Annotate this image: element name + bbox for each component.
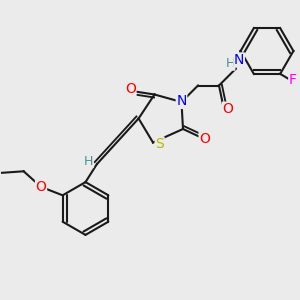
Text: O: O: [125, 82, 136, 96]
Text: O: O: [199, 132, 210, 145]
Text: S: S: [155, 137, 164, 151]
Text: O: O: [36, 180, 46, 194]
Text: F: F: [289, 74, 297, 88]
Text: N: N: [176, 94, 187, 108]
Text: H: H: [225, 57, 235, 70]
Text: N: N: [234, 53, 244, 67]
Text: O: O: [223, 102, 233, 116]
Text: H: H: [84, 154, 93, 168]
